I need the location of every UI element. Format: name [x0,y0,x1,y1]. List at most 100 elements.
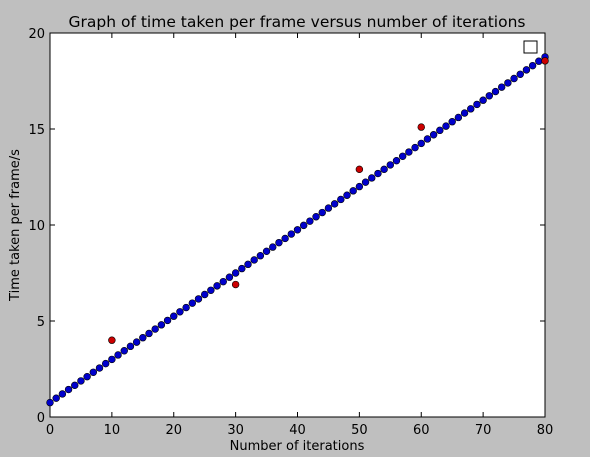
x-tick-label: 70 [475,423,492,438]
data-point [170,312,178,320]
chart-title: Graph of time taken per frame versus num… [69,13,526,31]
data-point [436,126,444,135]
data-point [541,57,549,65]
y-tick-label: 0 [37,411,45,426]
data-point [306,217,314,225]
series-0 [46,53,549,407]
data-point [207,286,215,294]
data-point [398,152,407,160]
data-point [250,256,258,264]
data-point [361,178,370,186]
data-point [337,195,345,204]
data-point [405,148,413,156]
data-point [77,377,85,385]
x-tick-label: 20 [165,423,182,438]
data-point [528,61,537,70]
data-point [497,83,506,91]
data-point [355,182,364,191]
data-point [225,273,234,281]
data-point [132,338,141,346]
data-point [64,385,73,394]
data-point [522,66,531,74]
data-point [516,70,524,78]
data-point [262,247,271,256]
data-point [231,269,240,277]
data-point [275,238,283,247]
data-point [392,156,401,165]
data-point [182,303,190,312]
data-point [473,100,481,109]
data-point [95,364,104,372]
data-point [269,243,277,251]
data-point [114,351,122,359]
data-point [52,394,60,402]
data-point [460,109,469,117]
data-point [442,122,450,130]
data-point [151,325,159,333]
data-point [163,316,172,325]
data-point [368,174,376,182]
data-point [200,290,209,299]
x-tick-label: 0 [46,423,54,438]
x-axis-label: Number of iterations [230,439,365,454]
data-point [380,165,388,174]
data-point [349,187,357,195]
data-point [194,295,203,303]
legend-box [523,40,538,54]
y-axis-label: Time taken per frame/s [8,149,23,302]
data-point [120,347,128,355]
y-tick-label: 20 [28,27,45,42]
data-point [219,277,227,286]
data-point [324,204,333,212]
y-tick-label: 5 [37,315,45,330]
data-point [108,355,116,364]
data-point [417,139,425,148]
data-point [293,226,302,234]
data-point [287,230,296,238]
x-tick-label: 60 [413,423,430,438]
data-point [510,74,518,83]
data-point [108,336,116,344]
data-point [386,161,395,169]
data-point [176,308,184,316]
data-point [231,280,240,289]
data-point [281,234,289,243]
x-tick-label: 50 [351,423,368,438]
data-point [126,342,135,351]
data-point [145,329,153,338]
data-point [423,135,432,143]
data-point [58,390,67,398]
data-point [417,123,425,131]
data-point [46,398,54,407]
data-point [429,131,438,139]
data-point [535,57,543,65]
y-tick-label: 10 [28,219,45,234]
x-tick-label: 80 [537,423,554,438]
data-point [238,264,246,273]
data-point [448,118,456,126]
data-point [454,113,463,122]
data-point [139,334,147,342]
data-point [299,221,308,230]
data-point [89,368,98,376]
series-1 [108,57,549,344]
data-point [318,208,326,217]
data-point [101,359,110,368]
data-point [479,96,487,104]
data-point [504,79,512,87]
x-tick-label: 40 [289,423,306,438]
data-point [244,260,252,269]
data-point [83,372,91,381]
plot-area [49,32,546,418]
data-point [411,143,419,152]
y-tick-label: 15 [28,123,45,138]
x-tick-label: 30 [227,423,244,438]
data-point [71,381,79,390]
data-point [213,282,221,290]
data-point [491,87,500,96]
data-point [312,213,320,221]
data-point [188,299,197,307]
data-point [343,191,351,199]
data-point [467,105,475,113]
